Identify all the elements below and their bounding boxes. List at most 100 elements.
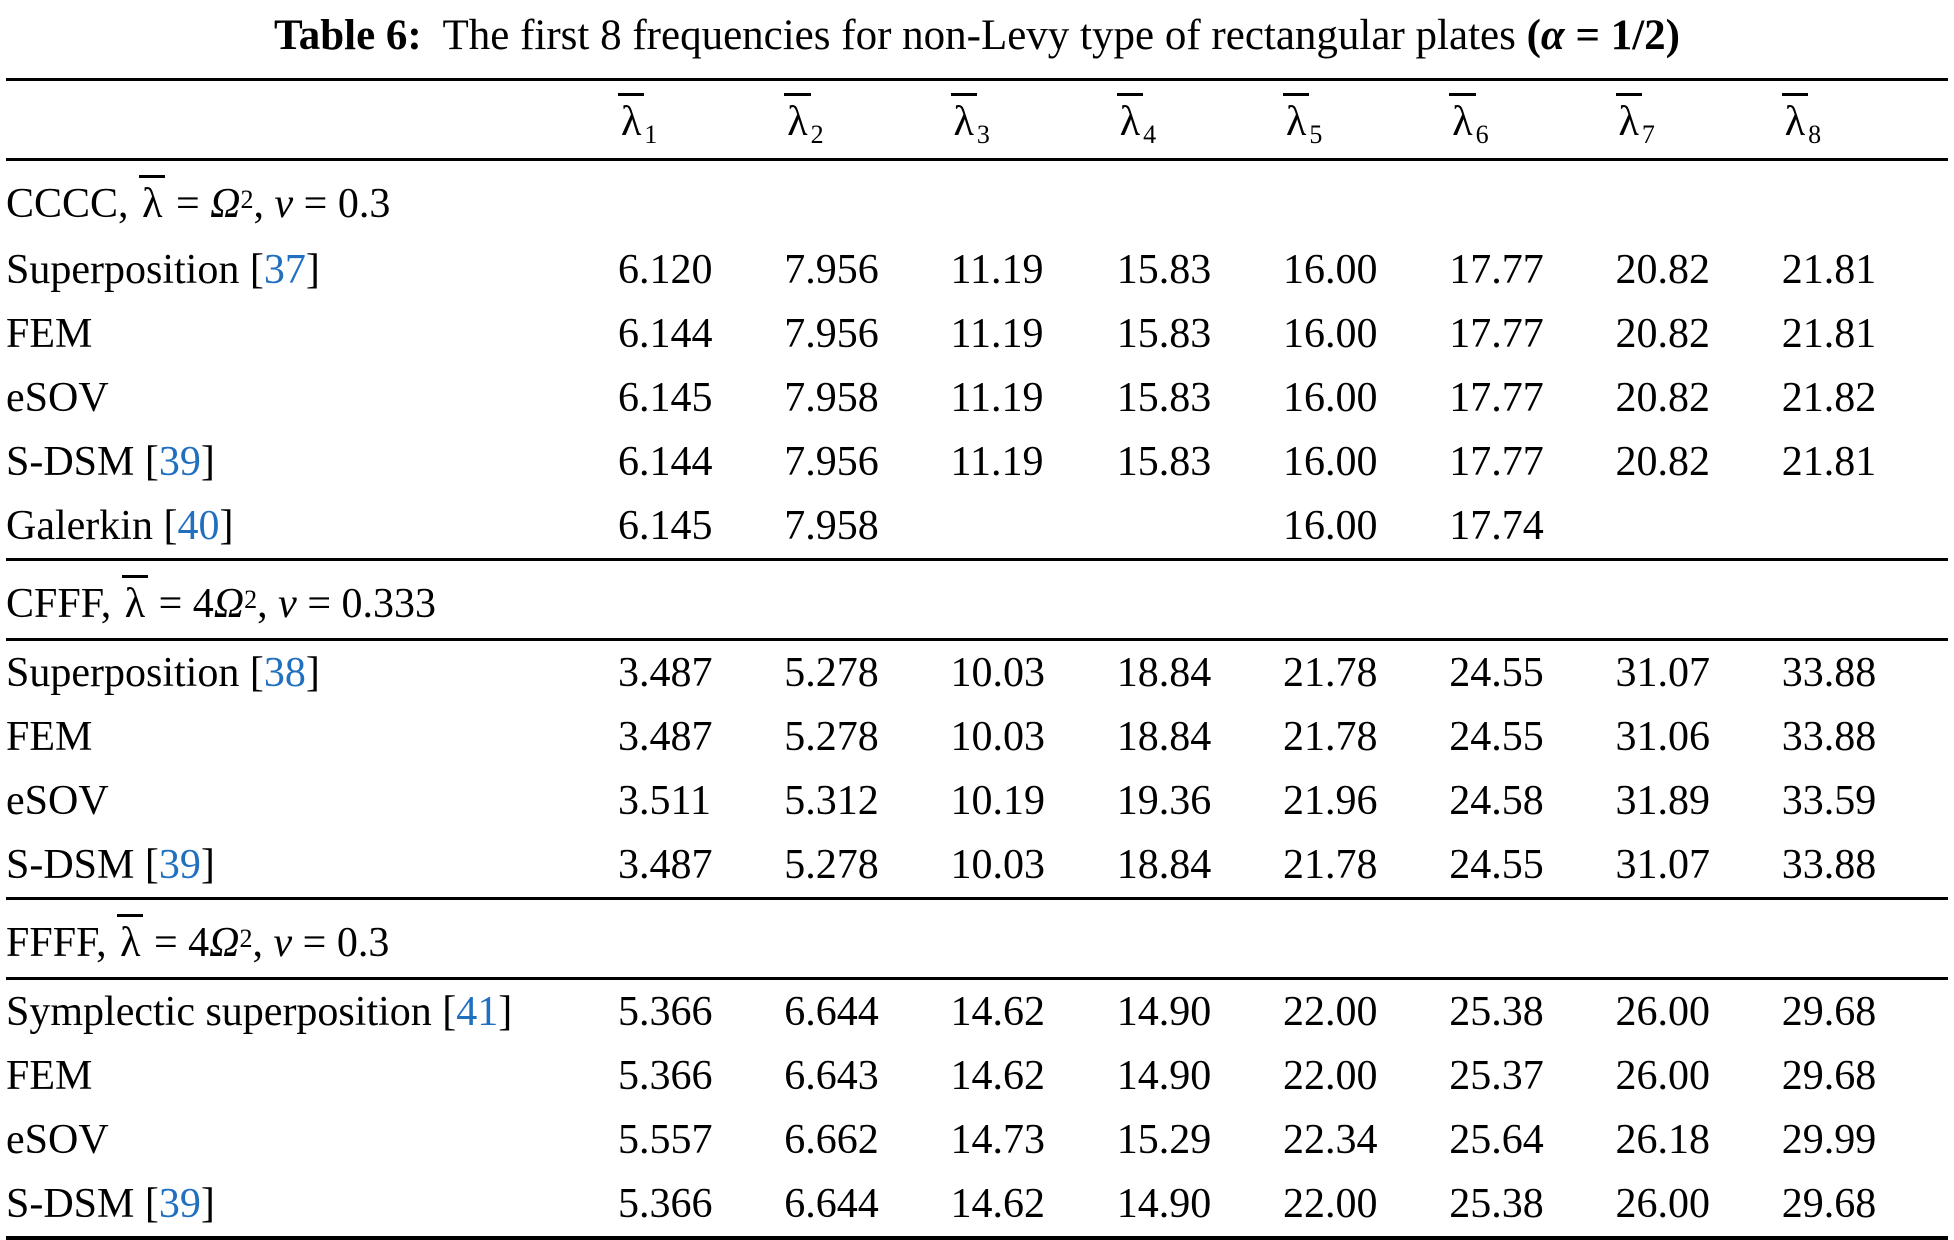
table-row: eSOV 5.557 6.662 14.73 15.29 22.34 25.64 26.18 2…: [6, 1108, 1948, 1172]
value-cell: 18.84: [1116, 649, 1212, 696]
text-segment: ν: [274, 180, 294, 227]
row-label: eSOV: [6, 374, 109, 421]
value-cell: 24.55: [1449, 841, 1544, 888]
value-cell: 10.03: [950, 841, 1046, 888]
value-cell: 18.84: [1116, 713, 1212, 760]
value-cell: 14.90: [1116, 988, 1212, 1035]
column-subscript: 8: [1808, 119, 1822, 149]
text-segment: = 0.3: [292, 919, 390, 966]
table-row: S-DSM [39] 6.144 7.956 11.19 15.83 16.00 17.77…: [6, 430, 1948, 494]
lambda-bar-symbol: λ: [784, 92, 811, 143]
value-cell: 5.312: [784, 777, 879, 824]
text-segment: Ω: [213, 580, 245, 627]
value-cell: 25.64: [1449, 1116, 1544, 1163]
value-cell: 26.18: [1615, 1116, 1711, 1163]
text-segment: ,: [252, 919, 274, 966]
value-cell: 18.84: [1116, 841, 1212, 888]
value-cell: 16.00: [1283, 374, 1378, 421]
value-cell: 3.487: [618, 841, 713, 888]
value-cell: 7.958: [784, 502, 879, 549]
table-row: FEM 6.144 7.956 11.19 15.83 16.00 17.77 20.82 21…: [6, 302, 1948, 366]
text-segment: Ω: [209, 919, 240, 966]
row-label: Superposition [38]: [6, 649, 320, 696]
value-cell: 3.487: [618, 649, 713, 696]
value-cell: 15.83: [1116, 438, 1212, 485]
table-row: Galerkin [40] 6.145 7.958 16.00 17.74: [6, 494, 1948, 560]
value-cell: 20.82: [1615, 438, 1711, 485]
value-cell: 5.278: [784, 649, 879, 696]
text-segment: Table 6:: [274, 12, 422, 59]
value-cell: 11.19: [950, 438, 1044, 485]
row-label: Symplectic superposition [41]: [6, 988, 513, 1035]
column-subscript: 1: [644, 119, 658, 149]
value-cell: 25.37: [1449, 1052, 1544, 1099]
value-cell: 21.96: [1283, 777, 1378, 824]
text-segment: 2: [240, 184, 254, 214]
value-cell: 15.29: [1116, 1116, 1212, 1163]
value-cell: 11.19: [950, 374, 1044, 421]
text-segment: α: [1540, 12, 1565, 59]
value-cell: 10.03: [950, 649, 1046, 696]
value-cell: 22.34: [1283, 1116, 1378, 1163]
value-cell: 14.90: [1116, 1180, 1212, 1227]
value-cell: 6.644: [784, 988, 879, 1035]
value-cell: 22.00: [1283, 1180, 1378, 1227]
value-cell: 19.36: [1116, 777, 1212, 824]
text-segment: = 1/2): [1564, 12, 1680, 59]
row-label: FEM: [6, 1052, 93, 1099]
citation-link[interactable]: 37: [263, 246, 306, 293]
citation-link[interactable]: 41: [456, 988, 499, 1035]
lambda-bar-symbol: λ: [1283, 92, 1310, 143]
value-cell: 33.88: [1781, 713, 1877, 760]
value-cell: 21.78: [1283, 713, 1378, 760]
value-cell: 20.82: [1615, 310, 1711, 357]
citation-link[interactable]: 38: [263, 649, 306, 696]
text-segment: (: [1526, 12, 1541, 59]
value-cell: 6.145: [618, 374, 713, 421]
row-label: eSOV: [6, 1116, 109, 1163]
value-cell: 6.145: [618, 502, 713, 549]
lambda-bar-symbol: λ: [1449, 92, 1476, 143]
value-cell: 14.62: [950, 1052, 1046, 1099]
value-cell: 6.643: [784, 1052, 879, 1099]
citation-link[interactable]: 39: [158, 438, 201, 485]
text-segment: Ω: [210, 180, 241, 227]
citation-link[interactable]: 40: [177, 502, 220, 549]
value-cell: 33.88: [1781, 649, 1877, 696]
lambda-bar-symbol: λ: [1781, 92, 1809, 143]
citation-link[interactable]: 39: [158, 1180, 201, 1227]
column-subscript: 3: [976, 119, 990, 149]
table-body: CCCC, λ = Ω2, ν = 0.3 Superposition [37] 6…: [6, 159, 1948, 1238]
table-row: S-DSM [39] 5.366 6.644 14.62 14.90 22.00 25.38…: [6, 1172, 1948, 1238]
value-cell: 17.77: [1449, 246, 1544, 293]
value-cell: 16.00: [1283, 438, 1378, 485]
citation-link[interactable]: 39: [158, 841, 201, 888]
value-cell: 17.77: [1449, 374, 1544, 421]
value-cell: 21.82: [1781, 374, 1877, 421]
value-cell: 7.956: [784, 310, 879, 357]
section-header-row-FFFF: FFFF, λ = 4Ω2, ν = 0.3: [6, 896, 1948, 980]
lambda-bar-symbol: λ: [117, 913, 144, 964]
text-segment: = 4: [148, 580, 214, 627]
value-cell: 21.81: [1781, 246, 1877, 293]
value-cell: 29.68: [1781, 1180, 1877, 1227]
column-subscript: 2: [810, 119, 824, 149]
value-cell: 16.00: [1283, 310, 1378, 357]
table-row: Symplectic superposition [41] 5.366 6.644 1…: [6, 978, 1948, 1044]
value-cell: 5.278: [784, 713, 879, 760]
value-cell: 26.00: [1615, 988, 1711, 1035]
value-cell: 24.58: [1449, 777, 1544, 824]
lambda-bar-symbol: λ: [950, 92, 977, 143]
value-cell: 24.55: [1449, 649, 1544, 696]
